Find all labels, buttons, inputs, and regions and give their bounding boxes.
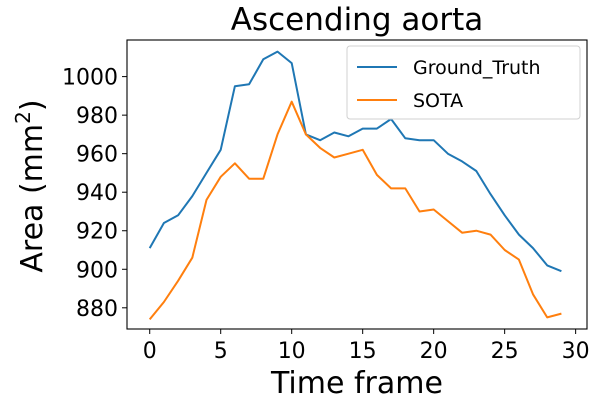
x-tick-label: 30 bbox=[562, 339, 590, 364]
y-tick-label: 880 bbox=[76, 297, 118, 322]
x-tick-label: 20 bbox=[420, 339, 448, 364]
y-axis-title-base: Area (mm bbox=[15, 124, 50, 273]
y-tick-label: 1000 bbox=[62, 66, 118, 91]
x-tick-label: 10 bbox=[278, 339, 306, 364]
series-line-sota bbox=[148, 100, 562, 321]
legend-box bbox=[346, 45, 581, 120]
legend-label: SOTA bbox=[413, 90, 463, 112]
y-tick-label: 940 bbox=[76, 181, 118, 206]
x-tick-label: 25 bbox=[491, 339, 519, 364]
y-axis: 880 900 920 940 960 980 1000 bbox=[62, 66, 127, 322]
plot-area bbox=[126, 39, 588, 330]
y-axis-title: Area (mm2) bbox=[11, 99, 50, 272]
legend-label: Ground_Truth bbox=[413, 57, 541, 79]
x-tick-label: 15 bbox=[349, 339, 377, 364]
y-axis-title-superscript: 2 bbox=[11, 111, 35, 124]
series-line-ground-truth bbox=[148, 50, 562, 273]
y-tick-label: 960 bbox=[76, 143, 118, 168]
chart-title: Ascending aorta bbox=[231, 2, 483, 38]
y-tick-label: 920 bbox=[76, 220, 118, 245]
x-tick-label: 0 bbox=[143, 339, 157, 364]
plot-frame bbox=[126, 39, 588, 330]
y-tick-label: 900 bbox=[76, 258, 118, 283]
x-axis: 0 5 10 15 20 25 30 bbox=[143, 329, 590, 364]
y-axis-title-close: ) bbox=[15, 99, 50, 111]
x-axis-title: Time frame bbox=[270, 366, 443, 401]
series-layer bbox=[148, 50, 562, 321]
x-tick-label: 5 bbox=[214, 339, 228, 364]
y-tick-label: 980 bbox=[76, 104, 118, 129]
legend: Ground_Truth SOTA bbox=[346, 45, 581, 120]
